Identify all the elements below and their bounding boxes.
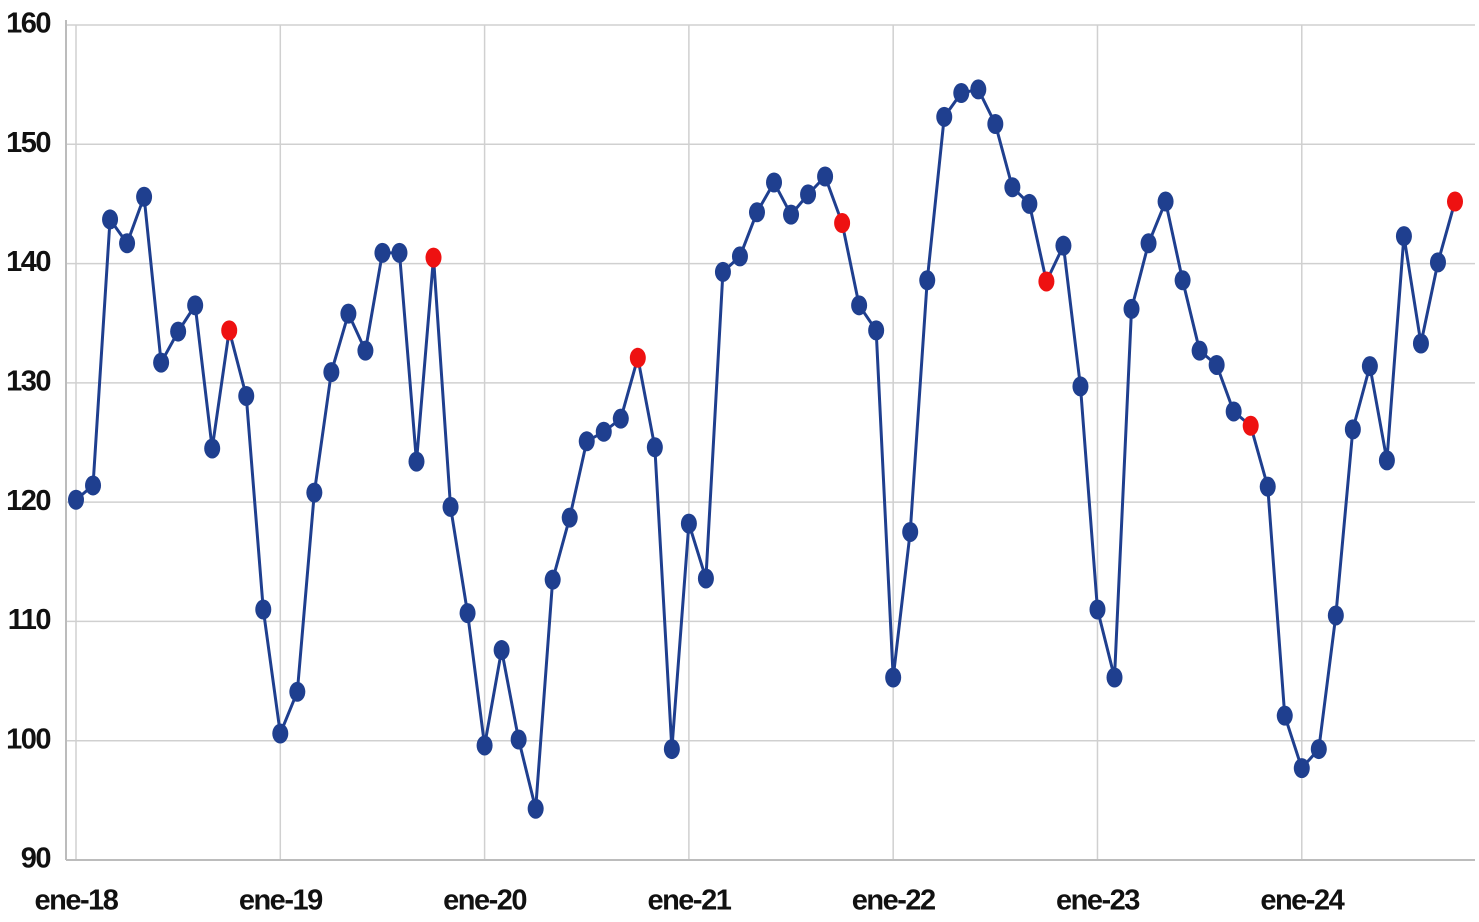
data-point	[1242, 415, 1259, 436]
y-tick-label: 100	[6, 723, 50, 755]
data-point	[476, 735, 493, 756]
data-point	[1412, 333, 1429, 354]
data-point	[391, 242, 408, 263]
data-point	[493, 640, 510, 661]
data-point	[187, 295, 204, 316]
line	[75, 87, 1457, 810]
data-point	[136, 186, 153, 207]
data-point	[970, 79, 987, 100]
y-tick-label: 160	[6, 8, 50, 40]
data-point	[1429, 252, 1446, 273]
data-point	[544, 569, 561, 590]
data-point	[714, 261, 731, 282]
data-point	[1395, 226, 1412, 247]
data-point	[748, 202, 765, 223]
data-point	[919, 270, 936, 291]
data-point	[1038, 271, 1055, 292]
data-point	[612, 408, 629, 429]
data-point	[1293, 758, 1310, 779]
data-point	[1259, 476, 1276, 497]
data-point	[374, 242, 391, 263]
data-point	[629, 347, 646, 368]
data-point	[885, 667, 902, 688]
data-point	[306, 482, 323, 503]
data-point	[646, 437, 663, 458]
data-point	[1157, 191, 1174, 212]
y-tick-label: 130	[6, 366, 50, 398]
x-tick-label: ene-24	[1260, 885, 1344, 917]
y-tick-label: 150	[6, 127, 50, 159]
y-tick-label: 90	[21, 843, 51, 875]
data-point	[510, 729, 527, 750]
data-point	[1089, 599, 1106, 620]
data-point	[1123, 298, 1140, 319]
data-point	[1327, 605, 1344, 626]
data-point	[953, 82, 970, 103]
data-point	[68, 489, 84, 510]
data-point	[1174, 270, 1191, 291]
data-point	[1191, 340, 1208, 361]
data-point	[1344, 419, 1361, 440]
x-tick-label: ene-21	[647, 885, 731, 917]
data-point	[1225, 401, 1242, 422]
data-point	[817, 166, 834, 187]
data-point	[987, 114, 1004, 135]
data-point	[1208, 354, 1225, 375]
data-point	[595, 421, 612, 442]
data-point	[680, 513, 697, 534]
data-point	[153, 352, 170, 373]
data-point	[272, 723, 289, 744]
data-point	[442, 496, 459, 517]
data-point	[731, 246, 748, 267]
data-point	[102, 209, 119, 230]
data-point	[868, 320, 885, 341]
y-tick-label: 140	[6, 246, 50, 278]
y-tick-label: 120	[6, 485, 50, 517]
data-point	[902, 521, 919, 542]
data-point	[340, 303, 357, 324]
data-point	[85, 475, 102, 496]
data-point	[800, 184, 817, 205]
x-tick-label: ene-20	[443, 885, 526, 917]
data-point	[357, 340, 374, 361]
data-point	[561, 507, 578, 528]
data-point	[221, 320, 238, 341]
data-point	[697, 568, 714, 589]
data-point	[578, 431, 595, 452]
data-point	[1447, 191, 1463, 212]
data-point	[1004, 177, 1021, 198]
data-point	[1140, 233, 1157, 254]
data-point	[1378, 450, 1395, 471]
data-point	[527, 798, 544, 819]
y-tick-label: 110	[8, 604, 51, 636]
data-point	[204, 438, 221, 459]
data-point	[766, 172, 783, 193]
data-point	[425, 247, 442, 268]
x-tick-label: ene-18	[35, 885, 119, 917]
x-tick-label: ene-23	[1056, 885, 1140, 917]
data-point	[170, 321, 187, 342]
data-point	[936, 106, 953, 127]
data-point	[1021, 193, 1038, 214]
data-point	[663, 739, 680, 760]
data-point	[851, 295, 868, 316]
data-point	[834, 213, 851, 234]
data-point	[459, 603, 476, 624]
data-point	[408, 451, 425, 472]
data-point	[1276, 705, 1293, 726]
x-tick-label: ene-22	[852, 885, 935, 917]
data-point	[238, 385, 255, 406]
data-point	[1310, 739, 1327, 760]
data-point	[1361, 356, 1378, 377]
data-point	[119, 233, 136, 254]
data-point	[783, 204, 800, 225]
data-point	[255, 599, 272, 620]
data-point	[1106, 667, 1123, 688]
x-tick-label: ene-19	[239, 885, 323, 917]
data-point	[289, 681, 306, 702]
data-point	[1055, 235, 1072, 256]
data-point	[323, 362, 340, 383]
data-point	[1072, 376, 1089, 397]
